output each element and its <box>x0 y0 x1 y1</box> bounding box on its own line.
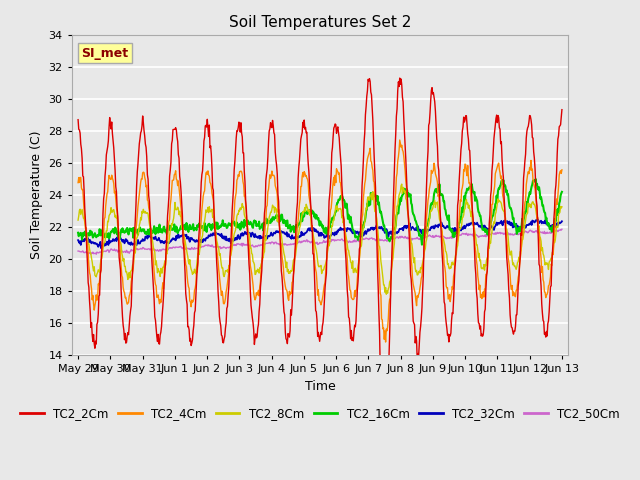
TC2_2Cm <box>132 182 140 188</box>
TC2_50Cm <box>83 250 91 255</box>
TC2_4Cm <box>396 137 404 143</box>
TC2_50Cm <box>379 238 387 243</box>
TC2_8Cm <box>558 204 566 210</box>
Line: TC2_32Cm: TC2_32Cm <box>78 219 562 248</box>
TC2_32Cm <box>134 239 141 244</box>
TC2_4Cm <box>74 180 82 186</box>
TC2_2Cm <box>393 106 401 112</box>
TC2_32Cm <box>182 232 190 238</box>
TC2_8Cm <box>83 233 91 239</box>
TC2_8Cm <box>207 208 215 214</box>
TC2_50Cm <box>92 252 100 257</box>
TC2_2Cm <box>396 75 404 81</box>
Line: TC2_16Cm: TC2_16Cm <box>78 179 562 245</box>
TC2_4Cm <box>182 262 189 267</box>
TC2_2Cm <box>382 429 390 434</box>
TC2_8Cm <box>132 235 140 241</box>
Line: TC2_4Cm: TC2_4Cm <box>78 140 562 342</box>
TC2_4Cm <box>83 238 91 244</box>
TC2_50Cm <box>134 246 141 252</box>
TC2_2Cm <box>378 402 386 408</box>
TC2_2Cm <box>182 290 189 296</box>
TC2_50Cm <box>393 234 401 240</box>
TC2_8Cm <box>182 242 189 248</box>
X-axis label: Time: Time <box>305 380 335 393</box>
TC2_50Cm <box>74 248 82 254</box>
TC2_8Cm <box>383 291 390 297</box>
TC2_4Cm <box>382 339 390 345</box>
TC2_8Cm <box>393 203 401 209</box>
TC2_16Cm <box>74 230 82 236</box>
TC2_16Cm <box>378 216 386 222</box>
TC2_8Cm <box>74 217 82 223</box>
TC2_50Cm <box>208 242 216 248</box>
TC2_16Cm <box>207 227 215 233</box>
TC2_16Cm <box>132 228 140 234</box>
Line: TC2_2Cm: TC2_2Cm <box>78 78 562 432</box>
TC2_16Cm <box>418 242 426 248</box>
TC2_2Cm <box>207 152 215 157</box>
Title: Soil Temperatures Set 2: Soil Temperatures Set 2 <box>229 15 411 30</box>
TC2_4Cm <box>207 184 215 190</box>
Line: TC2_50Cm: TC2_50Cm <box>78 229 562 254</box>
TC2_2Cm <box>83 248 91 253</box>
TC2_50Cm <box>558 227 566 232</box>
Legend: TC2_2Cm, TC2_4Cm, TC2_8Cm, TC2_16Cm, TC2_32Cm, TC2_50Cm: TC2_2Cm, TC2_4Cm, TC2_8Cm, TC2_16Cm, TC2… <box>15 402 625 425</box>
TC2_4Cm <box>132 222 140 228</box>
TC2_2Cm <box>558 107 566 112</box>
TC2_8Cm <box>378 269 386 275</box>
TC2_32Cm <box>534 216 541 222</box>
TC2_16Cm <box>83 237 91 242</box>
TC2_32Cm <box>393 230 401 236</box>
TC2_16Cm <box>182 227 189 233</box>
TC2_32Cm <box>208 233 216 239</box>
TC2_32Cm <box>74 237 82 243</box>
TC2_2Cm <box>74 117 82 122</box>
TC2_16Cm <box>392 213 400 219</box>
TC2_4Cm <box>378 317 386 323</box>
Y-axis label: Soil Temperature (C): Soil Temperature (C) <box>30 131 43 259</box>
TC2_50Cm <box>182 245 190 251</box>
TC2_4Cm <box>558 167 566 173</box>
TC2_32Cm <box>379 227 387 233</box>
TC2_16Cm <box>532 176 540 182</box>
TC2_4Cm <box>393 170 401 176</box>
TC2_32Cm <box>97 245 105 251</box>
Text: SI_met: SI_met <box>81 47 129 60</box>
TC2_32Cm <box>83 236 91 241</box>
TC2_16Cm <box>558 189 566 195</box>
Line: TC2_8Cm: TC2_8Cm <box>78 184 562 294</box>
TC2_32Cm <box>558 218 566 224</box>
TC2_8Cm <box>398 181 406 187</box>
